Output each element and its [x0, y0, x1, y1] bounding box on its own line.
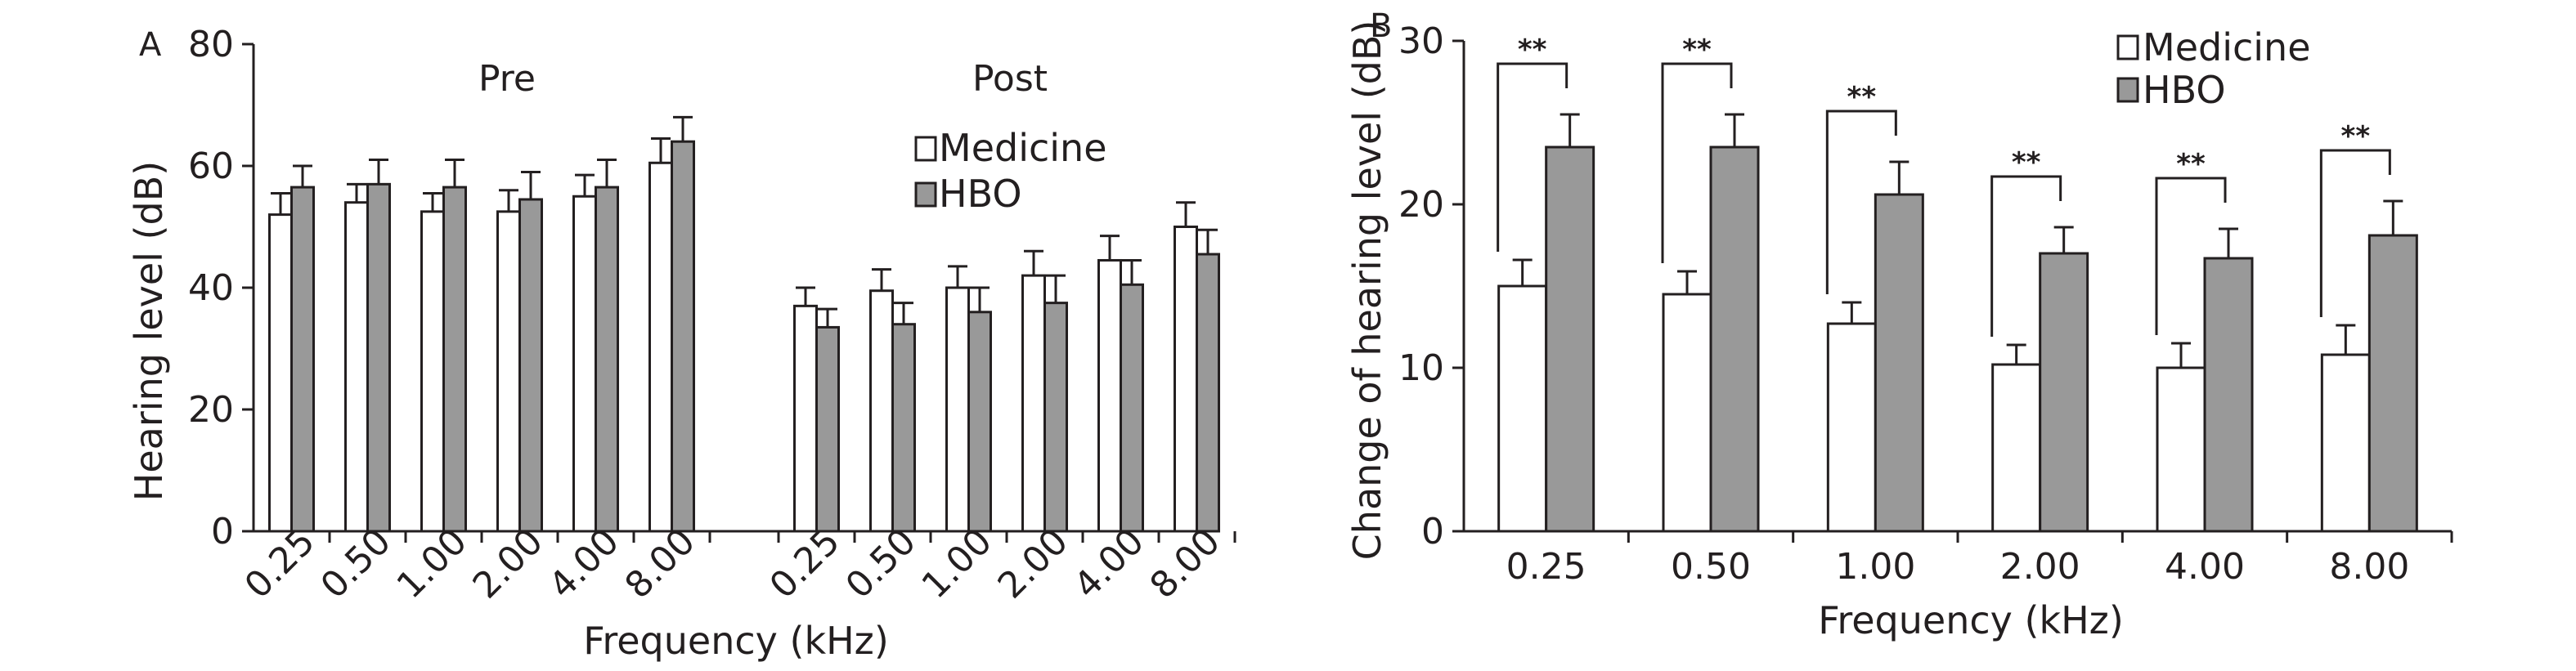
- bar-medicine-post-0.25: [793, 304, 818, 533]
- bar-hbo-pre-2.00: [518, 198, 543, 533]
- panel-a: A Hearing level (dB) Frequency (kHz) Pre…: [127, 24, 1236, 663]
- legend-label-medicine: Medicine: [2143, 25, 2311, 69]
- bar-hbo-8.00: [2367, 234, 2418, 533]
- bar-hbo-pre-0.50: [366, 182, 391, 533]
- significance-bracket: [1990, 175, 2062, 337]
- legend-swatch-medicine: [2116, 34, 2139, 60]
- panel-a-bars: [268, 115, 1220, 533]
- panel-b-x-tick-label: 4.00: [2165, 546, 2245, 588]
- panel-b-y-tick-label: 10: [1398, 347, 1444, 389]
- bar-medicine-pre-2.00: [496, 210, 521, 533]
- panel-b-bars: ** ** ** ** ** **: [1497, 34, 2418, 533]
- bar-hbo-0.50: [1709, 145, 1760, 533]
- bar-medicine-1.00: [1826, 322, 1877, 533]
- panel-a-x-tick-label: 1.00: [389, 521, 475, 606]
- panel-a-x-tick-label: 2.00: [990, 521, 1076, 606]
- legend-swatch-hbo: [2116, 77, 2139, 103]
- panel-a-x-tick-label: 1.00: [914, 521, 1000, 606]
- bar-medicine-4.00: [2156, 366, 2206, 533]
- bar-medicine-0.50: [1662, 293, 1712, 533]
- bar-hbo-4.00: [2203, 257, 2254, 533]
- bar-hbo-post-2.00: [1043, 302, 1068, 533]
- panel-b: B Change of hearing level (dB) Frequency…: [1345, 7, 2453, 642]
- bar-hbo-pre-0.25: [290, 186, 315, 533]
- bar-hbo-1.00: [1874, 193, 1924, 533]
- panel-a-x-tick-label: 4.00: [541, 521, 627, 606]
- panel-a-letter: A: [139, 26, 162, 64]
- legend-swatch-hbo: [914, 181, 937, 208]
- bar-medicine-post-0.50: [869, 289, 894, 533]
- panel-a-y-tick-label: 40: [188, 267, 234, 309]
- panel-b-y-tick-label: 0: [1421, 511, 1444, 552]
- panel-a-x-tick-label: 8.00: [617, 521, 703, 606]
- bar-hbo-post-8.00: [1196, 253, 1220, 533]
- panel-a-y-tick-label: 0: [211, 511, 234, 552]
- panel-b-axes: 0 10 20 30 0.25 0.50 1.00 2.00 4.00 8.00: [1398, 20, 2453, 588]
- panel-b-x-tick-label: 0.25: [1506, 546, 1586, 588]
- panel-a-x-tick-label: 0.25: [237, 521, 323, 606]
- panel-b-y-tick-label: 30: [1398, 20, 1444, 62]
- panel-b-x-tick-label: 8.00: [2329, 546, 2409, 588]
- bar-medicine-8.00: [2320, 353, 2371, 533]
- panel-b-letter: B: [1370, 7, 1392, 45]
- bar-medicine-2.00: [1991, 363, 2042, 533]
- bar-medicine-0.25: [1497, 284, 1548, 533]
- bar-hbo-pre-4.00: [595, 186, 619, 533]
- significance-marker: **: [2341, 120, 2371, 153]
- panel-a-y-tick-label: 80: [188, 24, 234, 65]
- bar-medicine-post-2.00: [1021, 274, 1046, 533]
- bar-hbo-post-0.50: [891, 323, 916, 533]
- panel-a-legend: Medicine HBO: [914, 126, 1107, 216]
- significance-marker: **: [2012, 146, 2041, 179]
- bar-hbo-0.25: [1545, 145, 1595, 533]
- bar-medicine-pre-0.25: [268, 213, 293, 533]
- significance-bracket: [1497, 62, 1568, 252]
- legend-swatch-medicine: [914, 136, 937, 162]
- significance-bracket: [1661, 62, 1733, 263]
- panel-a-x-tick-label: 0.50: [313, 521, 399, 606]
- significance-bracket: [1825, 110, 1897, 294]
- panel-a-y-tick-label: 60: [188, 145, 234, 187]
- significance-marker: **: [2176, 148, 2206, 181]
- significance-bracket: [2155, 177, 2227, 335]
- bar-hbo-2.00: [2039, 252, 2089, 533]
- bar-medicine-pre-8.00: [648, 161, 673, 533]
- bar-medicine-post-4.00: [1097, 258, 1122, 533]
- legend-label-hbo: HBO: [2143, 68, 2226, 112]
- bar-hbo-pre-1.00: [442, 186, 467, 533]
- panel-a-x-tick-label: 4.00: [1066, 521, 1152, 606]
- panel-a-x-tick-label: 8.00: [1142, 521, 1228, 606]
- bar-hbo-pre-8.00: [671, 140, 695, 533]
- legend-label-medicine: Medicine: [939, 126, 1107, 170]
- panel-b-legend: Medicine HBO: [2116, 25, 2311, 112]
- panel-a-x-tick-label: 2.00: [465, 521, 551, 606]
- panel-b-x-axis-title: Frequency (kHz): [1818, 598, 2124, 642]
- panel-a-y-axis-title: Hearing level (dB): [127, 161, 171, 501]
- bar-hbo-post-4.00: [1120, 283, 1144, 533]
- bar-medicine-pre-1.00: [420, 210, 445, 533]
- panel-a-x-axis-title: Frequency (kHz): [583, 619, 889, 663]
- significance-marker: **: [1682, 34, 1712, 66]
- panel-b-x-tick-label: 1.00: [1835, 546, 1915, 588]
- bar-medicine-pre-0.50: [344, 201, 369, 533]
- panel-a-x-tick-label: 0.50: [838, 521, 924, 606]
- significance-marker: **: [1847, 81, 1877, 114]
- group-label-pre: Pre: [478, 58, 536, 100]
- bar-medicine-post-1.00: [945, 286, 970, 533]
- significance-marker: **: [1518, 34, 1547, 66]
- legend-label-hbo: HBO: [939, 172, 1022, 216]
- panel-a-y-tick-label: 20: [188, 389, 234, 431]
- significance-bracket: [2319, 149, 2391, 317]
- bar-medicine-pre-4.00: [572, 195, 597, 533]
- group-label-post: Post: [972, 58, 1048, 100]
- bar-medicine-post-8.00: [1174, 226, 1198, 533]
- panel-a-x-tick-label: 0.25: [762, 521, 848, 606]
- panel-b-x-tick-label: 2.00: [2000, 546, 2080, 588]
- bar-hbo-post-0.25: [815, 325, 840, 533]
- panel-b-x-tick-label: 0.50: [1671, 546, 1751, 588]
- panel-b-y-tick-label: 20: [1398, 184, 1444, 226]
- panel-b-y-axis-title: Change of hearing level (dB): [1345, 20, 1389, 561]
- bar-hbo-post-1.00: [967, 311, 992, 533]
